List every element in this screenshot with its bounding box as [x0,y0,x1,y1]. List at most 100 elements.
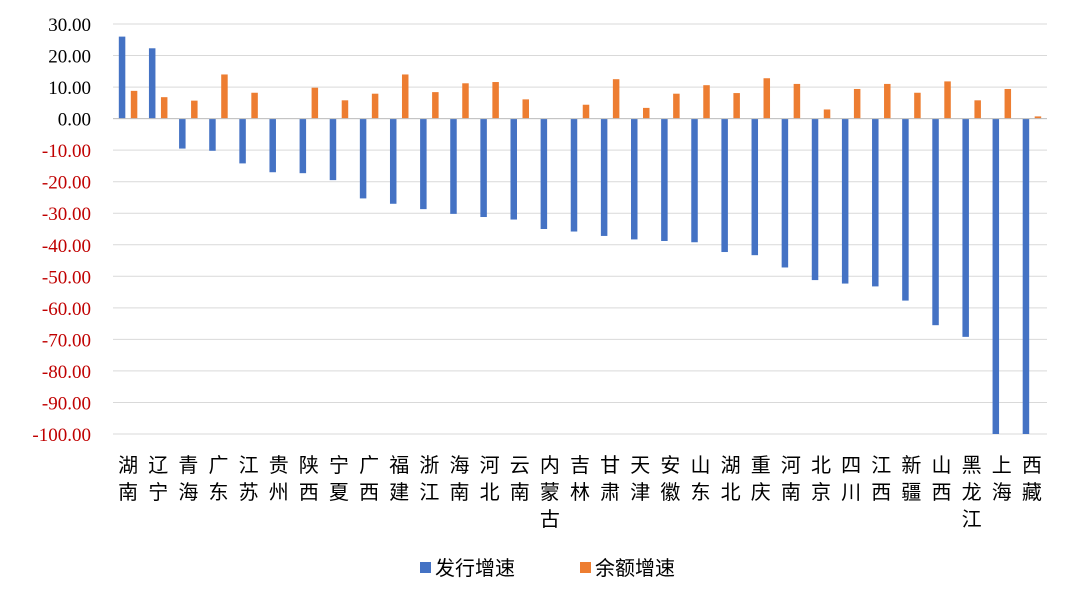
balance-growth-bar-11 [462,83,469,119]
balance-growth-bar-20 [733,93,740,119]
issuance-growth-bar-29 [992,118,1000,434]
issuance-growth-bar-0 [118,36,126,119]
x-category-label: 新疆 [901,453,921,504]
balance-growth-bar-10 [432,92,439,119]
balance-growth-bar-2 [191,100,198,119]
x-category-label: 陕西 [299,453,319,504]
balance-growth-bar-16 [612,79,620,119]
balance-growth-bar-19 [703,85,710,119]
x-category-label: 四川 [841,453,861,504]
balance-growth-bar-18 [673,93,680,119]
x-category-label: 广西 [359,453,379,504]
y-tick-label: -10.00 [42,141,91,162]
x-category-label: 甘肃 [600,453,620,504]
y-tick-label: -40.00 [42,236,91,257]
issuance-growth-bar-30 [1022,118,1030,434]
balance-growth-bar-23 [823,109,831,119]
y-tick-label: 0.00 [58,110,91,131]
y-tick-label: -70.00 [42,330,91,351]
issuance-growth-bar-20 [721,118,728,253]
x-category-label: 黑龙江 [962,453,982,531]
x-category-label: 福建 [389,453,409,504]
x-category-label: 西藏 [1022,453,1042,504]
issuance-growth-bar-24 [841,118,849,284]
issuance-growth-bar-12 [480,118,487,218]
issuance-growth-bar-26 [902,118,909,301]
y-tick-label: -90.00 [42,393,91,414]
issuance-growth-bar-1 [148,48,156,119]
balance-growth-bar-13 [522,99,529,119]
x-category-label: 山西 [932,453,952,504]
x-category-label: 河北 [480,453,500,504]
balance-growth-bar-3 [221,74,228,119]
issuance-growth-bar-11 [450,118,457,214]
x-category-label: 内蒙古 [540,453,560,531]
issuance-growth-bar-8 [359,118,367,199]
balance-growth-bar-25 [884,83,891,119]
legend-label: 发行增速 [435,556,515,580]
y-tick-label: -100.00 [32,425,91,446]
balance-growth-bar-24 [853,88,861,119]
legend-swatch [580,562,591,573]
balance-growth-bar-29 [1004,88,1012,119]
x-category-label: 宁夏 [329,453,349,504]
legend-label: 余额增速 [595,556,675,580]
balance-growth-bar-27 [944,81,951,119]
balance-growth-bar-8 [371,93,379,119]
legend: 发行增速 余额增速 [420,556,675,580]
y-tick-label: -20.00 [42,173,91,194]
x-category-label: 湖南 [118,453,138,504]
issuance-growth-bar-21 [751,118,759,256]
x-category-label: 浙江 [419,453,439,504]
issuance-growth-bar-22 [781,118,789,268]
legend-swatch [420,562,431,573]
balance-growth-bar-17 [643,107,650,119]
x-category-label: 云南 [510,453,530,504]
balance-growth-bar-12 [492,82,499,119]
x-category-label: 江苏 [239,453,259,504]
x-category-label: 辽宁 [148,453,168,504]
x-category-label: 吉林 [570,453,590,504]
x-category-label: 重庆 [751,453,771,504]
balance-growth-bar-30 [1034,116,1042,119]
bars [118,36,1042,434]
balance-growth-bar-4 [251,92,258,119]
issuance-growth-bar-28 [962,118,969,337]
issuance-growth-bar-19 [691,118,698,243]
issuance-growth-bar-23 [811,118,819,281]
x-category-label: 河南 [781,453,801,504]
issuance-growth-bar-6 [299,118,307,174]
balance-growth-bar-7 [341,100,349,119]
issuance-growth-bar-25 [872,118,879,287]
balance-growth-bar-6 [311,87,319,119]
balance-growth-bar-22 [793,83,801,119]
y-tick-label: -80.00 [42,362,91,383]
y-tick-label: -30.00 [42,204,91,225]
x-category-label: 湖北 [721,453,741,504]
issuance-growth-bar-18 [661,118,668,241]
issuance-growth-bar-9 [389,118,397,204]
issuance-growth-bar-3 [209,118,216,151]
y-tick-label: 20.00 [48,47,91,68]
balance-growth-bar-28 [974,100,981,119]
y-tick-label: -50.00 [42,267,91,288]
balance-growth-bar-21 [763,78,771,119]
balance-growth-bar-1 [160,97,168,119]
x-category-label: 安徽 [660,453,680,504]
issuance-growth-bar-10 [420,118,427,210]
issuance-growth-bar-5 [269,118,276,173]
y-tick-label: -60.00 [42,299,91,320]
issuance-growth-bar-14 [540,118,548,229]
issuance-growth-bar-17 [631,118,638,240]
issuance-growth-bar-13 [510,118,517,220]
x-category-label: 贵州 [269,453,289,504]
balance-growth-bar-0 [130,90,138,119]
x-category-label: 山东 [691,453,711,504]
x-category-label: 天津 [630,453,650,504]
balance-growth-bar-15 [582,104,590,119]
x-axis-category-labels: 湖南辽宁青海广东江苏贵州陕西宁夏广西福建浙江海南河北云南内蒙古吉林甘肃天津安徽山… [118,453,1042,531]
y-axis-tick-labels: 30.00 20.00 10.00 0.00 -10.00 -20.00 -30.00 -40… [32,15,91,446]
balance-growth-bar-26 [914,92,921,119]
